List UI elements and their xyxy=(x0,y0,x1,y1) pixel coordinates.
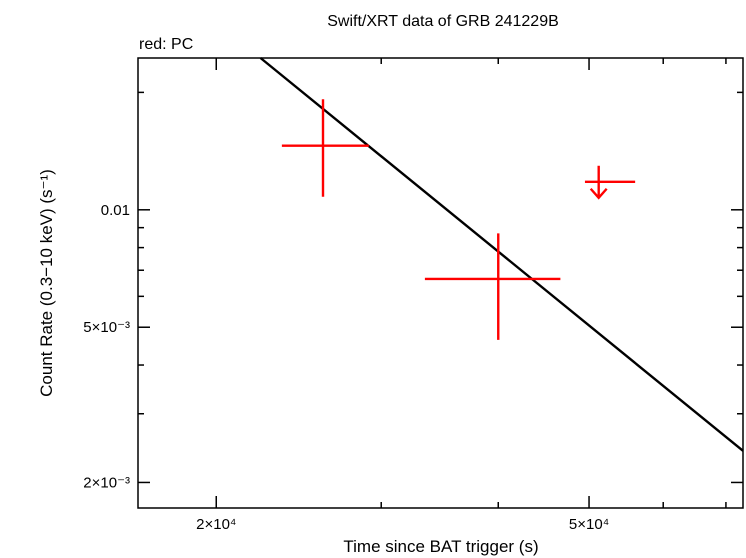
chart-title: Swift/XRT data of GRB 241229B xyxy=(327,13,559,30)
y-tick-label: 0.01 xyxy=(101,202,130,219)
x-axis-label: Time since BAT trigger (s) xyxy=(343,537,538,556)
model-line xyxy=(259,57,744,452)
upper-limit xyxy=(584,165,636,200)
data-point xyxy=(281,99,369,197)
plot-frame xyxy=(137,57,744,509)
y-axis-label: Count Rate (0.3−10 keV) (s⁻¹) xyxy=(37,169,56,397)
y-tick-label: 5×10⁻³ xyxy=(83,319,130,336)
axis-ticks: 2×10⁴ 5×10⁴ 2×10⁻³ 5×10⁻³ 0.01 xyxy=(83,58,743,533)
x-tick-label: 2×10⁴ xyxy=(196,516,236,533)
y-tick-label: 2×10⁻³ xyxy=(83,474,130,491)
down-arrow-icon xyxy=(589,187,608,200)
data-points xyxy=(281,99,636,340)
model-fit-line xyxy=(259,57,744,452)
data-point xyxy=(424,233,561,340)
x-tick-label: 5×10⁴ xyxy=(569,516,609,533)
mode-annotation: red: PC xyxy=(139,36,193,53)
